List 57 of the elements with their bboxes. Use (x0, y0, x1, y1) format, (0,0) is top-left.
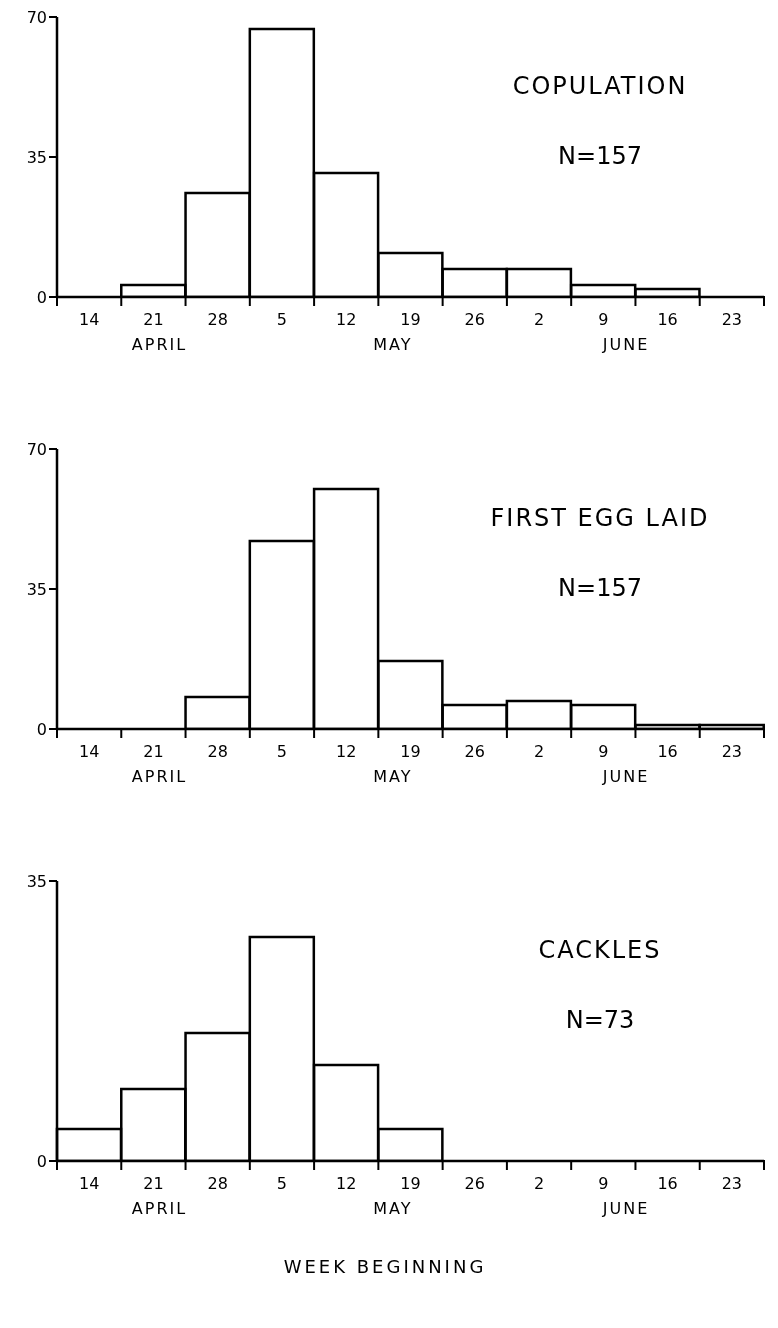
y-tick-label: 70 (26, 7, 47, 27)
x-tick-label: 23 (721, 742, 743, 761)
y-tick-label: 35 (26, 147, 47, 167)
y-tick-label: 0 (36, 719, 47, 739)
text: FIRST EGG LAID (489, 504, 711, 532)
text: COPULATION (511, 72, 689, 100)
x-tick-label: 2 (533, 310, 545, 329)
x-tick-label: 28 (207, 742, 228, 761)
x-tick-label: 5 (276, 310, 288, 329)
y-tick-label: 35 (26, 871, 47, 891)
x-tick-label: 19 (400, 310, 421, 329)
x-tick-label: 2 (533, 1174, 545, 1193)
y-tick-label: 35 (26, 579, 47, 599)
x-tick-label: 26 (464, 1174, 485, 1193)
x-tick-label: 12 (336, 742, 357, 761)
text: JUNE (601, 767, 651, 786)
x-tick-label: 5 (276, 742, 288, 761)
x-tick-label: 23 (721, 1174, 743, 1193)
x-tick-label: 16 (657, 310, 678, 329)
text: MAY (372, 767, 414, 786)
y-tick-label: 70 (26, 439, 47, 459)
x-tick-label: 23 (721, 310, 743, 329)
x-tick-label: 16 (657, 1174, 678, 1193)
x-tick-label: 21 (143, 1174, 164, 1193)
text: N=73 (564, 1006, 636, 1034)
text: APRIL (130, 1199, 189, 1218)
x-axis-title: WEEK BEGINNING (282, 1256, 488, 1277)
y-tick-label: 0 (36, 1151, 47, 1171)
x-tick-label: 21 (143, 742, 164, 761)
text: MAY (372, 1199, 414, 1218)
text: N=157 (557, 574, 643, 602)
x-tick-label: 12 (336, 310, 357, 329)
x-tick-label: 28 (207, 1174, 228, 1193)
text: JUNE (601, 335, 651, 354)
text: MAY (372, 335, 414, 354)
x-tick-label: 14 (78, 1174, 100, 1193)
x-tick-label: 26 (464, 310, 485, 329)
y-tick-label: 0 (36, 287, 47, 307)
x-tick-label: 9 (598, 310, 609, 329)
x-tick-label: 21 (143, 310, 164, 329)
x-tick-label: 26 (464, 742, 485, 761)
x-tick-label: 12 (336, 1174, 357, 1193)
x-tick-label: 2 (533, 742, 545, 761)
x-tick-label: 9 (598, 1174, 609, 1193)
x-tick-label: 19 (400, 742, 421, 761)
x-tick-label: 9 (598, 742, 609, 761)
x-tick-label: 19 (400, 1174, 421, 1193)
x-tick-label: 14 (78, 310, 100, 329)
x-tick-label: 16 (657, 742, 678, 761)
text: N=157 (557, 142, 643, 170)
text: APRIL (130, 767, 189, 786)
text: APRIL (130, 335, 189, 354)
x-tick-label: 5 (276, 1174, 288, 1193)
text: JUNE (601, 1199, 651, 1218)
x-tick-label: 28 (207, 310, 228, 329)
x-tick-label: 14 (78, 742, 100, 761)
text: CACKLES (537, 936, 663, 964)
